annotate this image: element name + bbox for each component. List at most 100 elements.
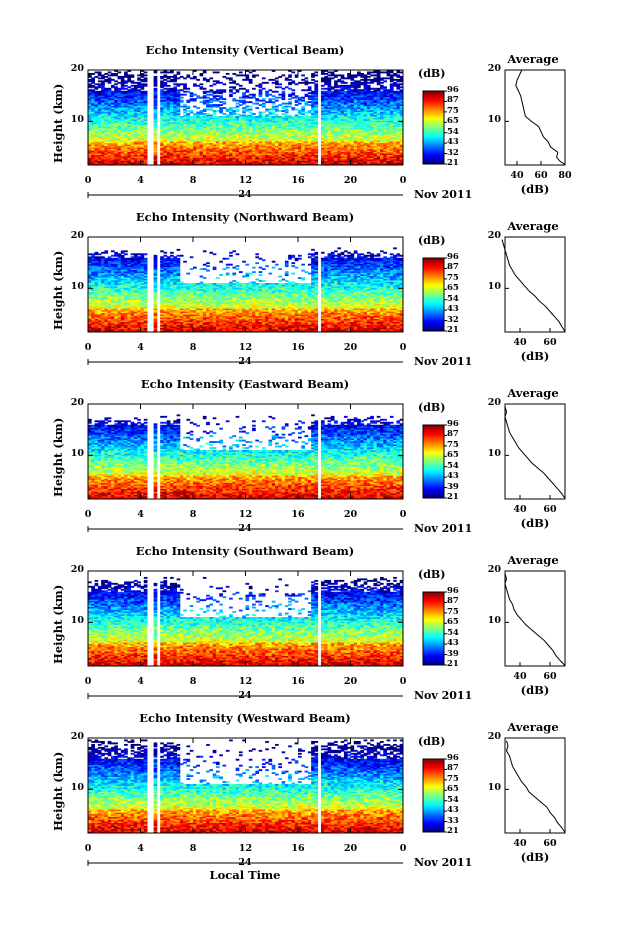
heatmap-cell	[212, 148, 217, 151]
heatmap-cell	[153, 104, 158, 107]
heatmap-cell	[88, 84, 92, 87]
heatmap-cell	[127, 151, 132, 154]
heatmap-cell	[101, 77, 105, 80]
heatmap-cell	[117, 118, 122, 121]
heatmap-cell	[110, 95, 115, 98]
heatmap-cell	[196, 136, 200, 139]
heatmap-cell	[124, 147, 128, 150]
heatmap-cell	[271, 105, 276, 108]
heatmap-cell	[202, 153, 207, 156]
heatmap-cell	[189, 150, 194, 153]
heatmap-cell	[222, 159, 227, 161]
heatmap-cell	[170, 153, 174, 156]
heatmap-cell	[173, 133, 177, 136]
heatmap-cell	[275, 77, 279, 80]
heatmap-cell	[91, 138, 95, 141]
heatmap-cell	[170, 145, 174, 148]
heatmap-cell	[110, 74, 115, 77]
heatmap-cell	[215, 116, 220, 118]
heatmap-cell	[215, 129, 220, 132]
heatmap-cell	[232, 135, 237, 138]
heatmap-cell	[176, 141, 181, 144]
heatmap-cell	[166, 135, 171, 138]
heatmap-cell	[176, 111, 181, 114]
heatmap-cell	[137, 118, 141, 121]
heatmap-cell	[107, 156, 112, 158]
heatmap-cell	[298, 110, 302, 112]
heatmap-cell	[107, 120, 112, 123]
heatmap-cell	[133, 132, 138, 135]
heatmap-cell	[133, 124, 138, 127]
heatmap-cell	[179, 83, 184, 86]
heatmap-cell	[153, 78, 158, 81]
heatmap-cell	[212, 135, 217, 138]
heatmap-cell	[314, 83, 319, 86]
heatmap-cell	[173, 77, 177, 80]
heatmap-cell	[225, 133, 230, 136]
heatmap-cell	[124, 108, 128, 111]
heatmap-cell	[120, 142, 125, 145]
heatmap-cell	[160, 116, 164, 118]
heatmap-cell	[127, 80, 132, 83]
heatmap-cell	[120, 130, 125, 133]
heatmap-cell	[238, 99, 243, 102]
heatmap-cell	[189, 132, 194, 135]
heatmap-cell	[209, 138, 214, 141]
heatmap-cell	[235, 116, 240, 118]
heatmap-cell	[343, 84, 348, 87]
heatmap-cell	[124, 141, 128, 144]
heatmap-cell	[130, 151, 135, 154]
heatmap-cell	[186, 138, 191, 141]
heatmap-cell	[143, 130, 148, 133]
heatmap-cell	[232, 156, 237, 158]
heatmap-cell	[176, 133, 181, 136]
heatmap-cell	[127, 126, 132, 129]
heatmap-cell	[166, 99, 171, 102]
heatmap-cell	[202, 102, 207, 105]
heatmap-cell	[183, 136, 187, 139]
heatmap-cell	[186, 74, 191, 77]
heatmap-cell	[114, 133, 118, 136]
heatmap-cell	[212, 116, 217, 118]
heatmap-cell	[320, 84, 325, 87]
heatmap-cell	[206, 151, 210, 154]
heatmap-cell	[110, 147, 115, 150]
heatmap-cell	[127, 144, 132, 147]
heatmap-cell	[143, 116, 148, 118]
heatmap-cell	[91, 110, 95, 112]
heatmap-cell	[229, 117, 233, 120]
heatmap-cell	[163, 162, 168, 164]
heatmap-cell	[232, 116, 237, 118]
heatmap-cell	[133, 102, 138, 105]
heatmap-cell	[110, 135, 115, 138]
heatmap-cell	[206, 136, 210, 139]
heatmap-cell	[163, 157, 168, 160]
heatmap-cell	[137, 150, 141, 153]
heatmap-cell	[176, 163, 181, 166]
heatmap-cell	[94, 141, 99, 144]
heatmap-cell	[104, 101, 109, 104]
heatmap-cell	[219, 150, 223, 153]
heatmap-cell	[370, 71, 374, 74]
heatmap-cell	[215, 99, 220, 102]
heatmap-cell	[357, 89, 361, 92]
heatmap-cell	[183, 127, 187, 130]
heatmap-cell	[114, 127, 118, 130]
heatmap-cell	[186, 127, 191, 130]
heatmap-cell	[202, 101, 207, 104]
heatmap-cell	[193, 116, 197, 118]
heatmap-cell	[114, 157, 118, 160]
heatmap-cell	[97, 80, 102, 83]
heatmap-cell	[189, 151, 194, 154]
heatmap-cell	[163, 130, 168, 133]
heatmap-cell	[324, 75, 328, 78]
heatmap-cell	[153, 129, 158, 132]
heatmap-cell	[153, 160, 158, 163]
heatmap-cell	[104, 75, 109, 78]
heatmap-cell	[114, 108, 118, 111]
heatmap-cell	[153, 163, 158, 166]
heatmap-cell	[133, 84, 138, 87]
heatmap-cell	[114, 70, 118, 72]
heatmap-cell	[193, 141, 197, 144]
heatmap-cell	[110, 101, 115, 104]
